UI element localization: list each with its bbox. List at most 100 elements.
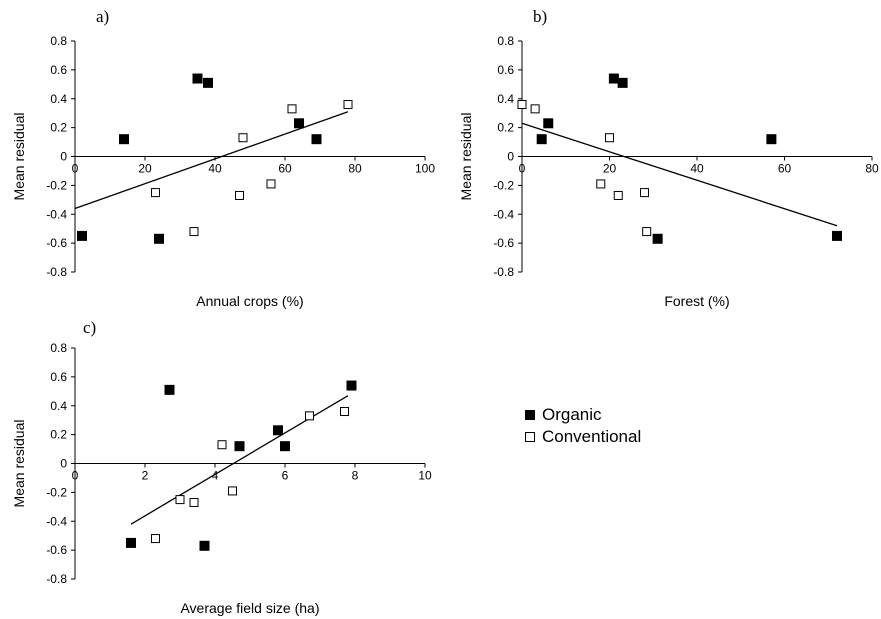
conventional-point [517, 100, 527, 110]
organic-point [536, 134, 547, 145]
y-tick-label: 0 [60, 457, 67, 471]
organic-point [192, 73, 203, 84]
y-tick-label: -0.6 [46, 236, 67, 250]
y-axis-title: Mean residual [458, 113, 474, 201]
x-tick-label: 0 [519, 162, 526, 176]
y-tick-label: 0 [60, 150, 67, 164]
panel-label: a) [96, 7, 109, 26]
organic-point [234, 441, 245, 452]
panel-label: b) [533, 7, 547, 26]
organic-point [608, 73, 619, 84]
x-tick-label: 2 [142, 469, 149, 483]
legend-label-conventional: Conventional [542, 427, 642, 446]
y-tick-label: 0.6 [50, 370, 67, 384]
y-tick-label: -0.4 [46, 514, 67, 528]
organic-point [652, 233, 663, 244]
organic-point [294, 118, 304, 129]
x-tick-label: 0 [72, 469, 79, 483]
filled-square-marker-icon [525, 410, 535, 420]
conventional-point [189, 497, 199, 507]
conventional-point [642, 227, 652, 237]
y-tick-label: -0.2 [493, 178, 514, 192]
open-square-marker-icon [525, 432, 535, 442]
y-tick-label: -0.2 [46, 485, 67, 499]
organic-point [119, 134, 129, 145]
y-tick-label: 0.2 [50, 428, 67, 442]
conventional-point [189, 227, 199, 237]
legend-item-conventional: Conventional [525, 426, 641, 448]
y-tick-label: -0.4 [493, 207, 514, 221]
trend-line [130, 395, 349, 525]
conventional-point [605, 133, 614, 143]
x-tick-label: 60 [778, 162, 792, 176]
organic-point [346, 380, 357, 391]
x-tick-label: 0 [72, 162, 79, 176]
organic-point [77, 230, 87, 241]
legend: Organic Conventional [525, 404, 641, 448]
conventional-point [235, 190, 244, 200]
chart-panel-2: 0.8 0.6 0.4 0.2 0 -0.2 -0.4 -0.6 -0.8 0 20 40 60 80 Fo… [458, 7, 879, 309]
chart-panel-3: 0.8 0.6 0.4 0.2 0 -0.2 -0.4 -0.6 -0.8 0 2 4 6 8 10 Aver… [11, 318, 432, 616]
x-tick-label: 80 [865, 162, 879, 176]
conventional-point [287, 104, 297, 114]
conventional-point [613, 190, 623, 200]
y-tick-label: 0.8 [50, 341, 67, 355]
y-tick-label: 0.4 [497, 92, 514, 106]
x-axis-title: Forest (%) [664, 293, 729, 309]
y-tick-label: 0 [507, 150, 514, 164]
x-tick-label: 100 [415, 162, 435, 176]
organic-point [617, 77, 628, 88]
y-tick-label: 0.2 [50, 121, 67, 135]
y-tick-label: 0.6 [50, 63, 67, 77]
conventional-point [228, 486, 237, 496]
chart-panel-1: 0.8 0.6 0.4 0.2 0 -0.2 -0.4 -0.6 -0.8 0 20 40 60 80 10… [11, 7, 435, 309]
y-tick-label: -0.8 [493, 265, 514, 279]
conventional-point [596, 179, 606, 189]
x-tick-label: 20 [603, 162, 617, 176]
y-tick-label: -0.2 [46, 178, 67, 192]
x-tick-label: 20 [138, 162, 152, 176]
x-tick-label: 4 [212, 469, 219, 483]
legend-item-organic: Organic [525, 404, 641, 426]
conventional-point [151, 188, 160, 198]
y-tick-label: -0.4 [46, 207, 67, 221]
conventional-point [530, 104, 540, 114]
x-tick-label: 10 [418, 469, 432, 483]
trend-line [521, 122, 838, 227]
x-tick-label: 80 [348, 162, 362, 176]
organic-point [164, 384, 175, 395]
conventional-point [343, 100, 353, 110]
x-tick-label: 60 [278, 162, 292, 176]
y-tick-label: 0.4 [50, 92, 67, 106]
x-tick-label: 40 [208, 162, 222, 176]
y-tick-label: -0.6 [46, 543, 67, 557]
conventional-point [340, 407, 349, 417]
organic-point [832, 230, 842, 241]
organic-point [199, 540, 210, 551]
organic-point [766, 134, 777, 145]
x-axis-title: Annual crops (%) [196, 293, 303, 309]
organic-point [280, 441, 290, 452]
legend-label-organic: Organic [542, 405, 602, 424]
y-axis-title: Mean residual [11, 420, 27, 508]
conventional-point [217, 440, 227, 450]
conventional-point [640, 188, 649, 198]
y-tick-label: -0.8 [46, 572, 67, 586]
organic-point [154, 233, 164, 244]
organic-point [203, 77, 213, 88]
x-axis-title: Average field size (ha) [180, 600, 319, 616]
x-tick-label: 8 [352, 469, 359, 483]
organic-point [126, 537, 136, 548]
y-tick-label: -0.6 [493, 236, 514, 250]
y-axis-title: Mean residual [11, 113, 27, 201]
trend-line [74, 111, 349, 210]
y-tick-label: 0.6 [497, 63, 514, 77]
conventional-point [305, 411, 314, 421]
panel-label: c) [83, 318, 96, 337]
y-tick-label: 0.4 [50, 399, 67, 413]
y-tick-label: 0.2 [497, 121, 514, 135]
x-tick-label: 40 [690, 162, 704, 176]
conventional-point [175, 495, 185, 505]
x-tick-label: 6 [282, 469, 289, 483]
